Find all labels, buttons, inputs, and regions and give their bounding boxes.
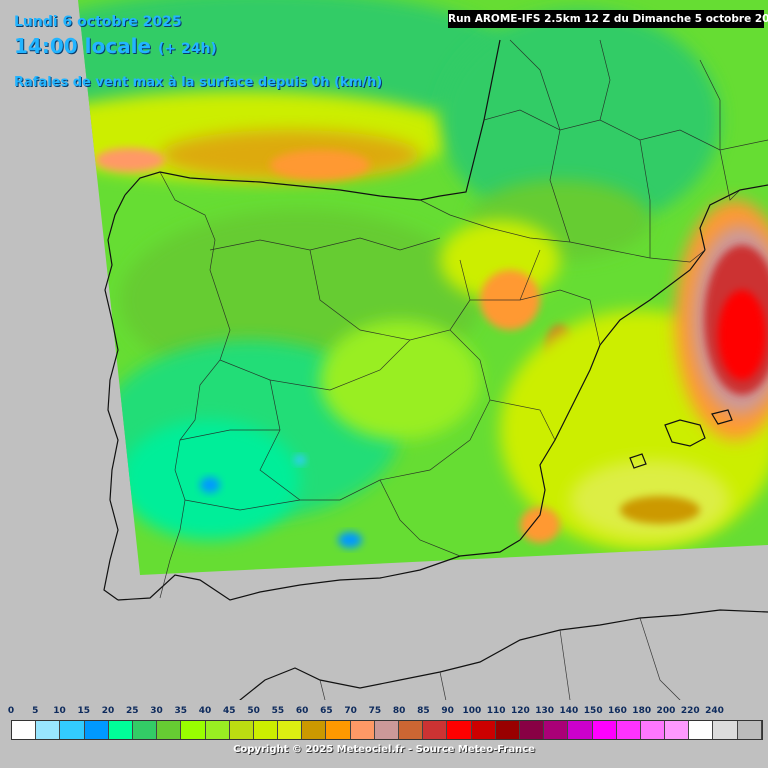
legend-label: 50	[247, 706, 260, 716]
legend-label: 150	[583, 706, 603, 716]
legend-label: 40	[198, 706, 212, 716]
legend-label: 15	[77, 706, 91, 716]
legend-swatch	[689, 721, 714, 739]
legend-swatch	[592, 721, 617, 739]
parameter-title: Rafales de vent max à la surface depuis …	[14, 75, 383, 90]
legend-swatch	[12, 721, 37, 739]
legend-label: 100	[462, 706, 482, 716]
legend-swatch	[423, 721, 448, 739]
legend-swatch	[519, 721, 545, 739]
legend-swatch	[36, 721, 61, 739]
legend-label: 180	[632, 706, 652, 716]
legend-label: 160	[608, 706, 627, 716]
legend-label: 55	[271, 706, 285, 716]
legend-label: 90	[441, 706, 454, 716]
borders	[159, 39, 768, 768]
legend-label: 10	[53, 706, 66, 716]
legend-label: 220	[680, 706, 700, 716]
legend-swatch	[640, 721, 666, 739]
legend-swatch	[108, 721, 133, 739]
legend-label: 30	[150, 706, 163, 716]
legend-swatch	[326, 721, 351, 739]
legend-labels: 0 5 10 15 20 25 30 35 40 45 50 55 60 65 70 75 80 85 90 100 1…	[0, 706, 768, 720]
legend-swatch	[616, 721, 641, 739]
legend-swatch	[737, 721, 762, 739]
forecast-hour: 14:00 locale (+ 24h)	[14, 34, 217, 58]
legend-label: 5	[32, 706, 39, 716]
legend-swatch	[665, 721, 690, 739]
forecast-date: Lundi 6 octobre 2025	[14, 14, 182, 30]
legend-swatch	[60, 721, 85, 739]
legend-swatch	[544, 721, 569, 739]
color-legend: 0 5 10 15 20 25 30 35 40 45 50 55 60 65 70 75 80 85 90 100 1…	[0, 700, 768, 768]
legend-label: 130	[535, 706, 555, 716]
legend-swatch	[253, 721, 279, 739]
legend-label: 60	[295, 706, 309, 716]
legend-swatch	[447, 721, 472, 739]
legend-label: 35	[174, 706, 188, 716]
legend-swatch	[181, 721, 206, 739]
legend-label: 45	[223, 706, 236, 716]
legend-label: 200	[656, 706, 676, 716]
legend-label: 20	[101, 706, 115, 716]
forecast-hour-label: 14:00 locale	[14, 34, 151, 58]
legend-swatch	[568, 721, 593, 739]
legend-swatch	[302, 721, 327, 739]
legend-swatch	[157, 721, 182, 739]
legend-swatch	[229, 721, 254, 739]
forecast-offset: (+ 24h)	[157, 41, 217, 57]
legend-swatch	[278, 721, 303, 739]
legend-swatch	[374, 721, 399, 739]
copyright-text: Copyright © 2025 Meteociel.fr - Source M…	[233, 744, 535, 755]
legend-swatch	[350, 721, 375, 739]
legend-label: 110	[486, 706, 506, 716]
legend-label: 240	[705, 706, 724, 716]
legend-label: 85	[417, 706, 430, 716]
legend-swatch	[495, 721, 520, 739]
legend-swatch	[713, 721, 738, 739]
legend-swatch	[471, 721, 496, 739]
legend-label: 25	[126, 706, 139, 716]
legend-label: 140	[559, 706, 579, 716]
legend-label: 0	[7, 706, 15, 716]
legend-swatch	[399, 721, 424, 739]
legend-swatch	[132, 721, 158, 739]
legend-swatch	[84, 721, 109, 739]
legend-label: 80	[392, 706, 406, 716]
legend-swatch	[205, 721, 230, 739]
legend-label: 65	[320, 706, 333, 716]
legend-label: 120	[511, 706, 530, 716]
legend-label: 75	[368, 706, 382, 716]
model-run-label: Run AROME-IFS 2.5km 12 Z du Dimanche 5 o…	[448, 10, 768, 28]
legend-color-bar	[11, 720, 763, 740]
legend-label: 70	[344, 706, 357, 716]
